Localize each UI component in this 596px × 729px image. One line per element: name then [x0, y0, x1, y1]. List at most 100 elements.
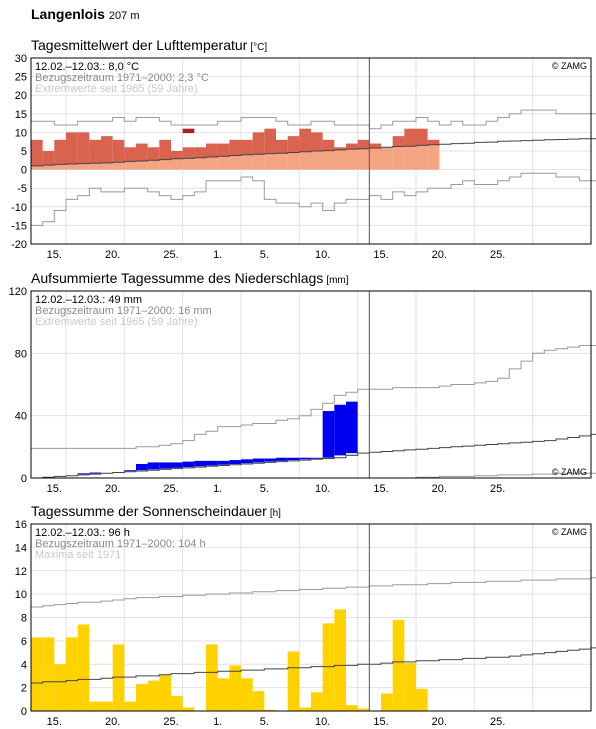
precipitation-bar: [89, 472, 101, 474]
sunshine-bar: [42, 637, 55, 711]
y-tick-label: 12: [15, 566, 27, 578]
temperature-bar-mean-part: [334, 149, 346, 170]
y-tick-label: 0: [21, 165, 27, 177]
precipitation-bar: [206, 460, 218, 466]
temperature-bar-anomaly: [89, 139, 101, 164]
temperature-bar-mean-part: [369, 148, 381, 170]
sunshine-bar: [206, 644, 218, 711]
x-tick-label: 15.: [373, 249, 388, 261]
temperature-bar-mean-part: [392, 146, 405, 170]
y-tick-label: 10: [15, 589, 27, 601]
y-tick-label: 14: [15, 542, 27, 554]
y-tick-label: 40: [15, 411, 27, 423]
temperature-max-extreme-line: [31, 109, 596, 130]
temperature-bar-anomaly: [31, 139, 43, 166]
y-tick-label: 20: [15, 90, 27, 102]
temperature-bar-anomaly: [217, 143, 230, 157]
precipitation-bar: [276, 457, 288, 461]
temperature-bar-anomaly: [229, 139, 241, 156]
temperature-bar-anomaly: [182, 147, 195, 159]
x-tick-label: 15.: [47, 249, 62, 261]
sunshine-bar: [112, 644, 125, 711]
x-tick-label: 15.: [47, 483, 62, 495]
sunshine-bar: [311, 692, 323, 711]
temperature-bar-anomaly: [194, 147, 206, 158]
sunshine-title-text: Tagessumme der Sonnenscheindauer: [31, 503, 267, 519]
temperature-bar-mean-part: [124, 161, 136, 170]
temperature-bar-mean-part: [182, 158, 195, 170]
temperature-bar-mean-part: [311, 151, 323, 170]
precipitation-bar: [299, 457, 311, 460]
x-tick-label: 25.: [490, 716, 505, 728]
x-tick-label: 5.: [260, 716, 269, 728]
precipitation-min-extreme-line: [31, 472, 596, 479]
precipitation-bar: [159, 462, 171, 469]
precipitation-unit: [mm]: [326, 275, 349, 286]
precipitation-bar: [322, 410, 335, 458]
temperature-bar-anomaly: [159, 139, 171, 160]
temperature-info-period: 12.02.–12.03.: 8,0 °C: [35, 61, 139, 73]
x-tick-label: 15.: [373, 716, 388, 728]
y-tick-label: 5: [21, 146, 27, 158]
temperature-bar-mean-part: [404, 146, 416, 170]
x-tick-label: 25.: [490, 483, 505, 495]
temperature-bar-anomaly: [54, 139, 66, 165]
sunshine-bar: [416, 688, 428, 711]
station-altitude: 207 m: [108, 10, 140, 22]
x-tick-label: 1.: [213, 483, 222, 495]
precipitation-bar: [182, 461, 195, 468]
sunshine-info-period: 12.02.–12.03.: 96 h: [35, 527, 130, 539]
precipitation-bar: [346, 401, 358, 454]
sunshine-bar: [89, 701, 101, 711]
y-tick-label: 8: [21, 613, 27, 625]
sunshine-bar: [182, 707, 195, 711]
precipitation-bar: [217, 460, 230, 465]
temperature-bar-mean-part: [276, 153, 288, 170]
precipitation-bar: [264, 458, 276, 462]
temperature-bar-mean-part: [357, 148, 370, 170]
sunshine-bar: [252, 691, 265, 711]
temperature-bar-mean-part: [101, 162, 113, 170]
precipitation-copyright: © ZAMG: [552, 467, 587, 477]
sunshine-bar: [171, 695, 183, 711]
y-tick-label: 15: [15, 109, 27, 121]
sunshine-bar: [404, 663, 416, 711]
sunshine-bar: [124, 701, 136, 711]
x-tick-label: 20.: [105, 249, 120, 261]
temperature-bar-mean-part: [77, 163, 90, 170]
sunshine-bar: [299, 707, 311, 711]
x-tick-label: 25.: [163, 716, 178, 728]
sunshine-bar: [322, 623, 335, 711]
temperature-bar-mean-part: [66, 164, 78, 170]
station-name: Langenlois: [31, 6, 105, 22]
temperature-bar-mean-part: [264, 153, 276, 170]
x-tick-label: 1.: [213, 249, 222, 261]
y-tick-label: -15: [11, 220, 27, 232]
y-tick-label: 30: [15, 53, 27, 65]
sunshine-panel-title: Tagessumme der Sonnenscheindauer [h]: [31, 503, 281, 519]
precipitation-climate-mean-line: [31, 433, 596, 479]
y-tick-label: 25: [15, 72, 27, 84]
temperature-bar-anomaly: [299, 128, 311, 152]
temperature-bar-mean-part: [206, 156, 218, 170]
temperature-bar-mean-part: [252, 154, 265, 170]
x-tick-label: 20.: [432, 483, 447, 495]
y-tick-label: 0: [21, 473, 27, 485]
temperature-bar-anomaly: [392, 136, 405, 147]
y-tick-label: 4: [21, 659, 27, 671]
temperature-unit: [°C]: [250, 42, 268, 53]
precipitation-bar: [252, 458, 265, 463]
x-tick-label: 20.: [432, 249, 447, 261]
x-tick-label: 10.: [315, 716, 330, 728]
y-tick-label: 6: [21, 636, 27, 648]
temperature-bar-mean-part: [241, 154, 253, 170]
x-tick-label: 25.: [163, 249, 178, 261]
y-tick-label: 80: [15, 348, 27, 360]
temperature-bar-anomaly: [42, 151, 55, 166]
y-tick-label: -5: [17, 183, 27, 195]
temperature-bar-anomaly: [136, 143, 148, 162]
sunshine-bar: [241, 678, 253, 711]
sunshine-info-extremes: Maxima seit 1971: [35, 549, 121, 561]
sunshine-bar: [334, 609, 346, 711]
precipitation-bar: [194, 460, 206, 467]
